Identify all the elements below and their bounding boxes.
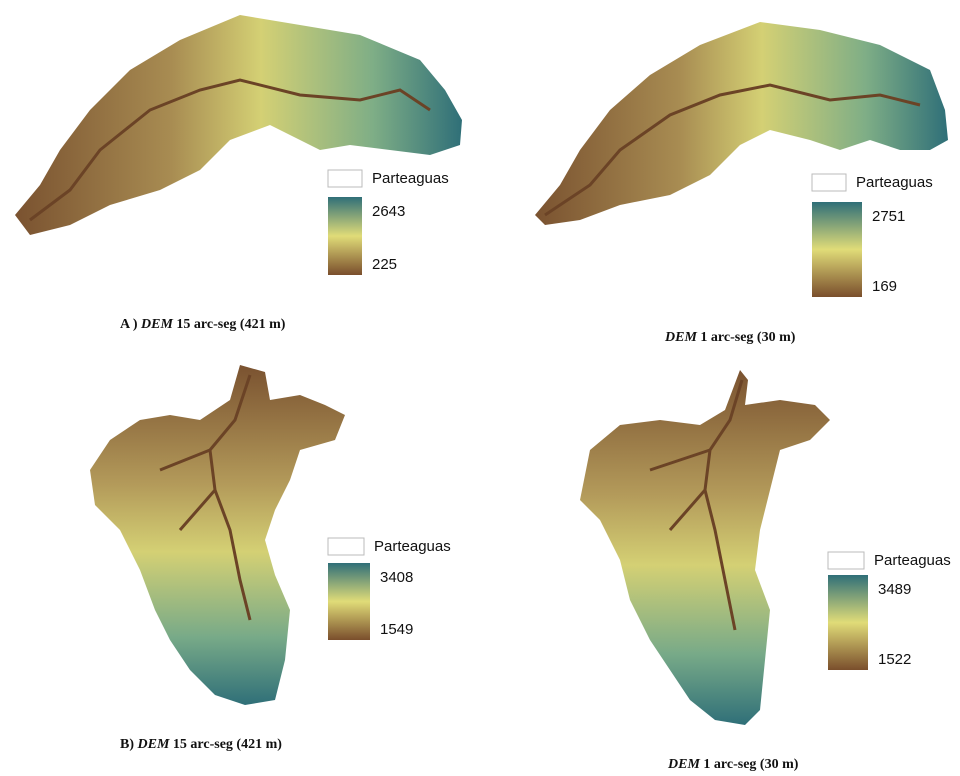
legend-min: 169: [872, 278, 897, 295]
map: [580, 370, 830, 725]
caption-rest: 15 arc-seg (421 m): [173, 737, 282, 752]
caption-prefix: B): [120, 737, 134, 752]
legend-max: 2643: [372, 203, 405, 220]
legend-min: 1522: [878, 651, 911, 668]
legend-min: 225: [372, 256, 397, 273]
figure: Parteaguas 2643 225 A ) DEM 15 arc-seg (421…: [0, 0, 960, 776]
color-bar: [328, 563, 370, 640]
legend-min: 1549: [380, 621, 413, 638]
caption: DEM 1 arc-seg (30 m): [667, 757, 799, 772]
color-bar: [812, 202, 862, 297]
map: [90, 365, 345, 705]
caption-prefix: A ): [120, 317, 138, 332]
caption-italic: DEM: [137, 737, 170, 752]
caption: DEM 1 arc-seg (30 m): [664, 330, 796, 345]
legend-label: Parteaguas: [372, 170, 449, 187]
legend-max: 2751: [872, 208, 905, 225]
caption-italic: DEM: [140, 317, 173, 332]
legend-swatch: [328, 538, 364, 555]
legend-label: Parteaguas: [874, 552, 951, 569]
map: [535, 22, 948, 225]
caption-rest: 1 arc-seg (30 m): [703, 757, 798, 772]
caption: A ) DEM 15 arc-seg (421 m): [120, 317, 286, 332]
color-bar: [828, 575, 868, 670]
legend-swatch: [328, 170, 362, 187]
legend-swatch: [812, 174, 846, 191]
legend-max: 3408: [380, 569, 413, 586]
legend-label: Parteaguas: [856, 174, 933, 191]
caption-rest: 1 arc-seg (30 m): [700, 330, 795, 345]
color-bar: [328, 197, 362, 275]
caption: B) DEM 15 arc-seg (421 m): [120, 737, 282, 752]
legend-max: 3489: [878, 581, 911, 598]
legend-swatch: [828, 552, 864, 569]
caption-rest: 15 arc-seg (421 m): [176, 317, 285, 332]
legend-label: Parteaguas: [374, 538, 451, 555]
caption-italic: DEM: [664, 330, 697, 345]
caption-italic: DEM: [667, 757, 700, 772]
